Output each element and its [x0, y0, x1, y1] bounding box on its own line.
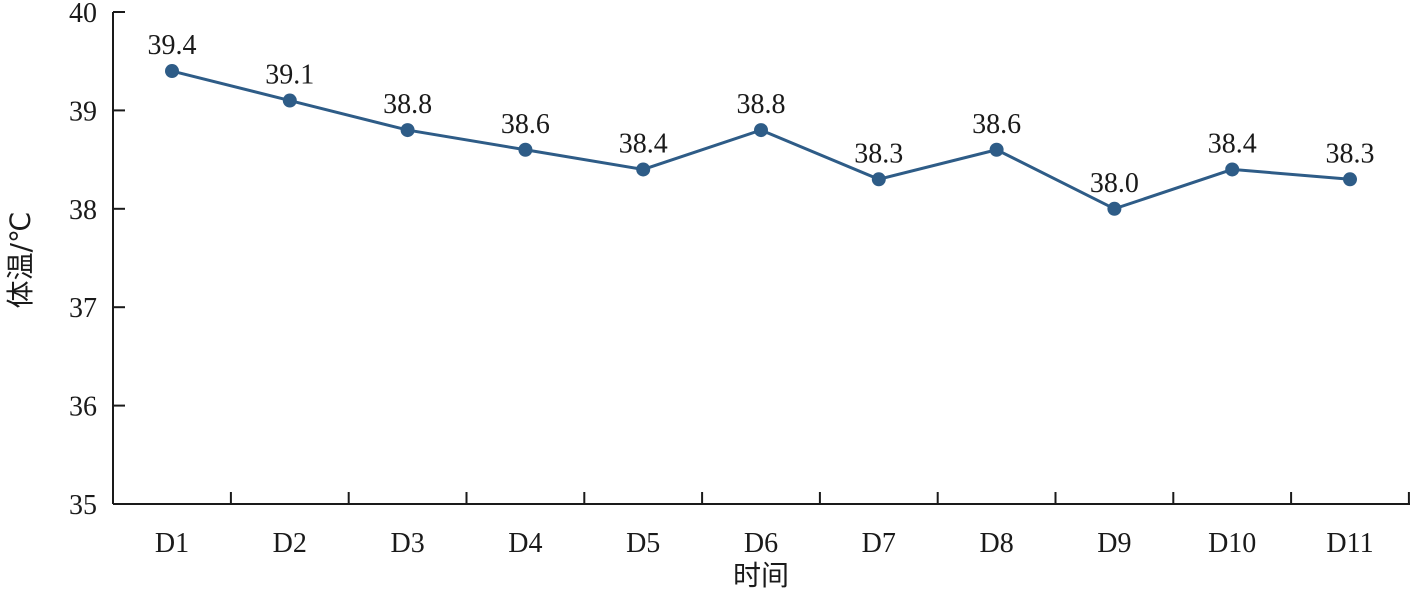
data-label: 38.6: [972, 109, 1021, 140]
y-axis: 35 36 37 38 39 40: [69, 0, 125, 521]
x-tick-label: D9: [1097, 528, 1131, 559]
x-tick-label: D1: [155, 528, 189, 559]
x-tick-label: D8: [979, 528, 1013, 559]
data-label: 38.8: [737, 89, 786, 120]
x-tick-label: D10: [1208, 528, 1256, 559]
data-point: [1107, 201, 1122, 216]
data-point: [636, 162, 651, 177]
series: 39.4 39.1 38.8 38.6 38.4 38.8 38.3 38.6 38.0 38.4…: [148, 30, 1375, 216]
data-label: 38.0: [1090, 168, 1139, 199]
data-point: [165, 64, 179, 79]
y-tick-label: 39: [69, 96, 97, 127]
data-label: 38.3: [854, 138, 903, 169]
x-tick-label: D3: [390, 528, 424, 559]
data-point: [400, 123, 415, 138]
y-tick-label: 35: [69, 490, 97, 521]
y-tick-label: 36: [69, 392, 97, 423]
y-tick-label: 37: [69, 293, 97, 324]
data-label: 39.1: [265, 60, 314, 91]
data-label: 38.4: [619, 128, 668, 159]
data-point: [989, 142, 1004, 157]
data-label: 38.4: [1208, 128, 1257, 159]
data-label: 38.8: [383, 89, 432, 120]
x-tick-label: D5: [626, 528, 660, 559]
x-tick-label: D4: [508, 528, 542, 559]
data-point: [871, 172, 886, 187]
x-tick-label: D2: [273, 528, 307, 559]
data-point: [1225, 162, 1240, 177]
data-label: 39.4: [148, 30, 197, 61]
data-point: [1343, 172, 1357, 187]
data-label: 38.6: [501, 109, 550, 140]
y-tick-label: 38: [69, 195, 97, 226]
x-axis-title: 时间: [733, 559, 789, 590]
data-point: [754, 123, 768, 138]
data-point: [518, 142, 533, 157]
data-point: [282, 93, 297, 108]
data-label: 38.3: [1326, 138, 1375, 169]
x-tick-label: D7: [862, 528, 896, 559]
x-axis: D1 D2 D3 D4 D5 D6 D7 D8 D9 D10 D11: [113, 492, 1410, 559]
y-tick-label: 40: [69, 0, 97, 29]
x-tick-label: D11: [1326, 528, 1373, 559]
y-axis-title: 体温/℃: [4, 212, 37, 309]
x-tick-label: D6: [744, 528, 778, 559]
